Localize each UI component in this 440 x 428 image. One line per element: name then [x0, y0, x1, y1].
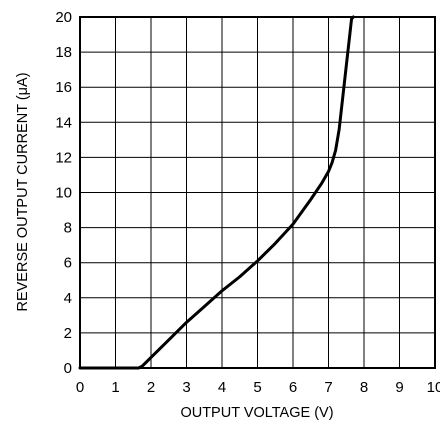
- y-tick-label: 4: [64, 290, 72, 307]
- x-tick-label: 4: [218, 379, 226, 396]
- y-tick-label: 2: [64, 325, 72, 342]
- grid-lines: [80, 17, 435, 368]
- y-tick-label: 12: [55, 149, 72, 166]
- x-tick-label: 9: [395, 379, 403, 396]
- y-tick-label: 6: [64, 255, 72, 272]
- y-tick-label: 20: [55, 9, 72, 26]
- x-tick-label: 10: [427, 379, 440, 396]
- y-tick-label: 16: [55, 79, 72, 96]
- x-tick-label: 3: [182, 379, 190, 396]
- x-tick-labels: 0 1 2 3 4 5 6 7 8 9 10: [76, 379, 440, 396]
- x-tick-label: 6: [289, 379, 297, 396]
- y-tick-label: 14: [55, 114, 72, 131]
- x-tick-label: 0: [76, 379, 84, 396]
- x-tick-label: 2: [147, 379, 155, 396]
- y-tick-label: 8: [64, 220, 72, 237]
- y-tick-label: 0: [64, 360, 72, 377]
- y-tick-labels: 0 2 4 6 8 10 12 14 16 18 20: [55, 9, 72, 377]
- x-axis-title: OUTPUT VOLTAGE (V): [180, 405, 333, 421]
- y-axis-title: REVERSE OUTPUT CURRENT (μA): [15, 72, 31, 311]
- x-tick-label: 8: [360, 379, 368, 396]
- x-tick-label: 1: [111, 379, 119, 396]
- x-tick-label: 5: [253, 379, 261, 396]
- series-line-0: [78, 15, 355, 370]
- y-tick-label: 10: [55, 185, 72, 202]
- plot-frame: [79, 16, 436, 369]
- y-tick-label: 18: [55, 44, 72, 61]
- x-tick-label: 7: [324, 379, 332, 396]
- series-layer: [78, 15, 355, 370]
